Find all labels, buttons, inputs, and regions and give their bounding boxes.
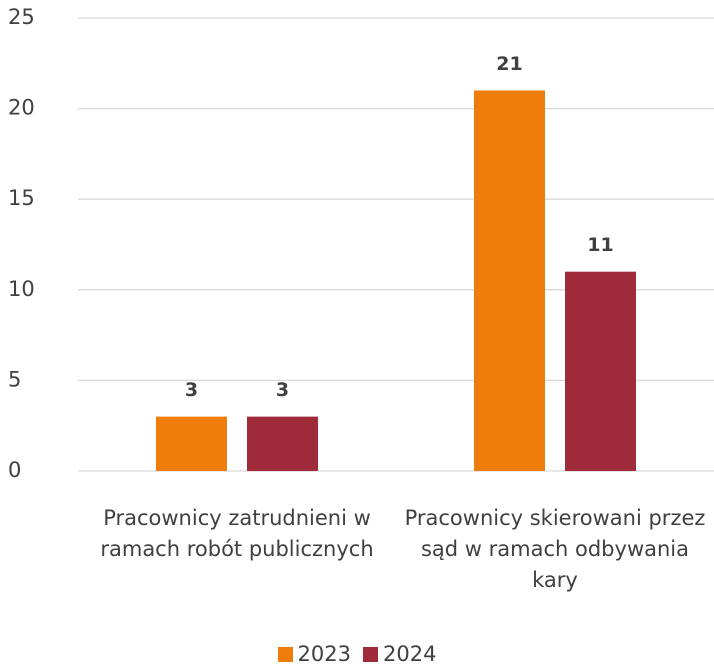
y-tick-label: 15 <box>8 186 35 210</box>
data-label: 3 <box>276 379 289 401</box>
y-tick-label: 0 <box>8 458 21 482</box>
bar <box>156 416 227 471</box>
legend-item: 2023 <box>277 642 351 666</box>
x-tick-label: Pracownicy skierowani przez sąd w ramach… <box>404 506 706 592</box>
data-label: 11 <box>587 234 613 256</box>
data-label: 21 <box>496 53 522 75</box>
bar <box>565 271 636 471</box>
legend-label: 2024 <box>383 642 437 666</box>
legend: 2023 2024 <box>0 642 714 667</box>
y-tick-label: 10 <box>8 277 35 301</box>
y-tick-label: 5 <box>8 367 21 391</box>
x-tick-label: Pracownicy zatrudnieni w ramach robót pu… <box>100 506 374 561</box>
bar <box>474 90 545 471</box>
bar <box>247 416 318 471</box>
legend-item: 2024 <box>363 642 436 666</box>
y-tick-label: 25 <box>8 5 35 29</box>
data-label: 3 <box>185 379 198 401</box>
y-tick-label: 20 <box>8 96 35 120</box>
legend-swatch <box>363 646 378 662</box>
legend-label: 2023 <box>297 642 351 666</box>
legend-swatch <box>277 646 293 662</box>
